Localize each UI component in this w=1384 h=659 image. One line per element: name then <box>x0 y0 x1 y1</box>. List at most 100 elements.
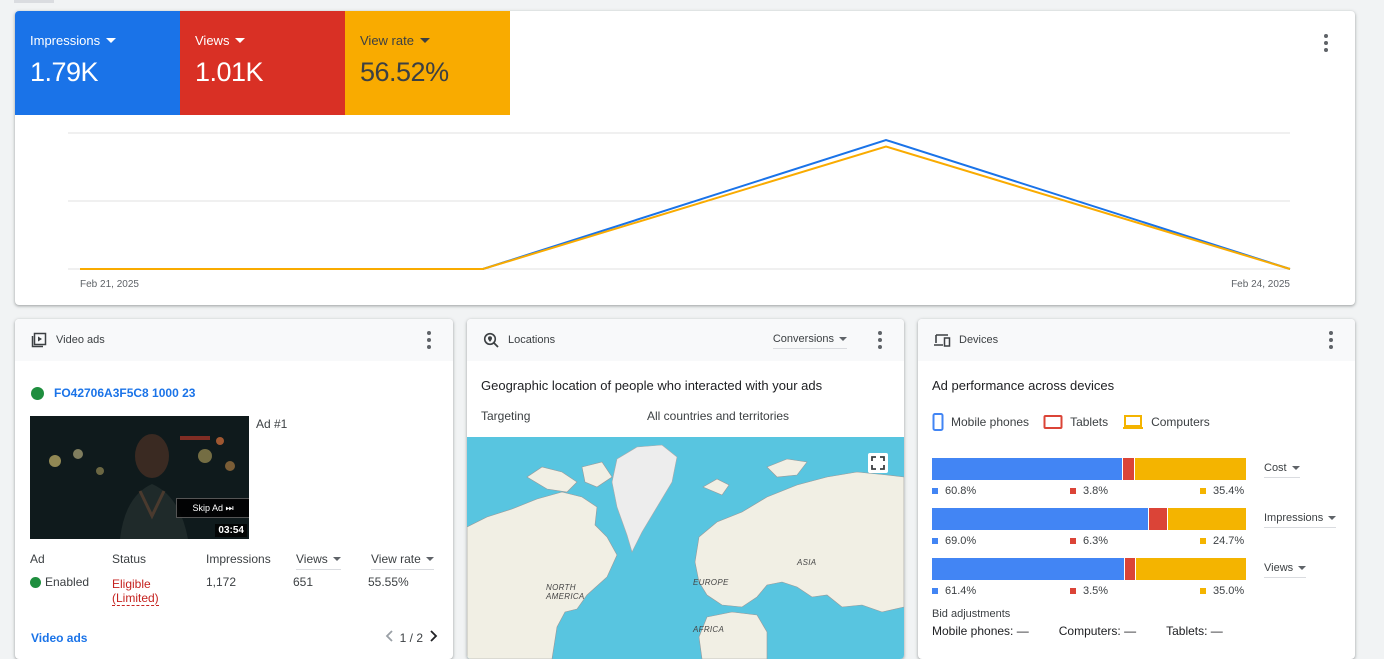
map-label-asia: ASIA <box>797 558 817 567</box>
metric-selector-label: Views <box>1264 562 1294 574</box>
map-label-africa: AFRICA <box>693 625 725 634</box>
video-ads-card: Video ads FO42706A3F5C8 1000 23 Skip Ad … <box>15 319 453 659</box>
mobile-phone-icon <box>932 413 944 431</box>
views-metric-selector[interactable]: Views <box>195 33 345 48</box>
legend-computers-label: Computers <box>1151 415 1210 429</box>
targeting-value: All countries and territories <box>647 409 790 423</box>
dropdown-caret-icon <box>419 38 430 43</box>
world-map[interactable]: NORTH AMERICA EUROPE ASIA AFRICA <box>467 437 904 659</box>
impressions-metric-selector[interactable]: Impressions <box>30 33 180 48</box>
dropdown-caret-icon <box>1328 516 1337 520</box>
metric-selector-dropdown[interactable]: Views <box>1264 562 1307 578</box>
metric-selector-label: Cost <box>1264 462 1287 474</box>
location-search-icon <box>482 331 500 349</box>
prev-page-icon[interactable] <box>385 630 395 645</box>
view-rate-metric-value: 56.52% <box>360 57 449 87</box>
tab-indicator <box>14 0 54 3</box>
percent-value: 3.5% <box>1083 585 1109 597</box>
dropdown-caret-icon <box>425 557 434 561</box>
locations-more-options-icon[interactable] <box>870 330 890 350</box>
views-column-dropdown[interactable]: Views <box>296 552 341 570</box>
bid-tablets: Tablets: — <box>1166 624 1223 638</box>
legend-swatch <box>1200 488 1206 494</box>
mobile-percent: 61.4% <box>932 585 976 597</box>
skip-ad-button[interactable]: Skip Ad ⏭ <box>176 498 249 518</box>
tablet-segment <box>1148 508 1169 530</box>
map-label-europe: EUROPE <box>693 578 729 587</box>
conversions-dropdown[interactable]: Conversions <box>772 333 847 349</box>
computer-percent: 35.4% <box>1200 485 1244 497</box>
dropdown-caret-icon <box>235 38 246 43</box>
views-metric-label: Views <box>195 33 230 48</box>
map-label-north-america: NORTH AMERICA <box>546 583 585 601</box>
col-header-status: Status <box>112 552 147 566</box>
mobile-percent: 69.0% <box>932 535 976 547</box>
views-metric-value: 1.01K <box>195 57 264 87</box>
legend-swatch <box>1070 488 1076 494</box>
computer-percent: 24.7% <box>1200 535 1244 547</box>
overview-more-options-icon[interactable] <box>1316 33 1336 53</box>
legend-swatch <box>932 588 938 594</box>
dropdown-caret-icon <box>1298 566 1307 570</box>
percent-value: 69.0% <box>945 535 977 547</box>
eligible-text: Eligible <box>112 577 151 591</box>
next-page-icon[interactable] <box>428 630 438 645</box>
tablet-percent: 6.3% <box>1070 535 1108 547</box>
device-stacked-bar <box>932 558 1246 580</box>
bid-adjustments-label: Bid adjustments <box>932 608 1011 620</box>
video-thumbnail[interactable]: Skip Ad ⏭ 03:54 <box>30 416 249 539</box>
tablet-segment <box>1122 458 1135 480</box>
legend-mobile-label: Mobile phones <box>951 415 1030 429</box>
bid-adjustments: Mobile phones: — Computers: — Tablets: — <box>932 624 1223 638</box>
devices-title: Devices <box>959 334 999 346</box>
pager-text: 1 / 2 <box>399 630 423 645</box>
metric-selector-dropdown[interactable]: Cost <box>1264 462 1300 478</box>
devices-header: Devices <box>918 319 1355 361</box>
devices-card: Devices Ad performance across devices Mo… <box>918 319 1355 659</box>
eligibility-status-cell[interactable]: Eligible (Limited) <box>112 577 159 606</box>
metric-selector-label: Impressions <box>1264 512 1324 524</box>
video-library-icon <box>30 331 48 349</box>
series-line-1 <box>80 145 1291 270</box>
targeting-label: Targeting <box>481 409 531 423</box>
legend-swatch <box>1200 588 1206 594</box>
ad-number-label: Ad #1 <box>256 417 288 431</box>
legend-swatch <box>1070 538 1076 544</box>
legend-swatch <box>1200 538 1206 544</box>
x-tick-label: Feb 24, 2025 <box>1231 279 1290 290</box>
percent-value: 35.4% <box>1213 485 1245 497</box>
fullscreen-icon[interactable] <box>868 453 888 473</box>
views-cell: 651 <box>293 575 314 589</box>
ad-link[interactable]: FO42706A3F5C8 1000 23 <box>31 386 195 400</box>
video-ads-header: Video ads <box>15 319 453 361</box>
col-header-ad: Ad <box>30 552 45 566</box>
view-rate-metric-tile[interactable]: View rate 56.52% <box>345 11 510 115</box>
video-ads-more-options-icon[interactable] <box>419 330 439 350</box>
impressions-metric-tile[interactable]: Impressions 1.79K <box>15 11 180 115</box>
bid-mobile: Mobile phones: — <box>932 624 1029 638</box>
view-rate-metric-selector[interactable]: View rate <box>360 33 510 48</box>
legend-computers: Computers <box>1122 413 1210 431</box>
world-map-shapes <box>467 444 904 659</box>
percent-value: 3.8% <box>1083 485 1109 497</box>
views-metric-tile[interactable]: Views 1.01K <box>180 11 345 115</box>
devices-more-options-icon[interactable] <box>1321 330 1341 350</box>
video-ads-footer-link[interactable]: Video ads <box>31 631 88 645</box>
devices-icon <box>933 331 951 349</box>
percent-value: 35.0% <box>1213 585 1245 597</box>
col-header-impressions: Impressions <box>206 552 271 566</box>
percent-value: 6.3% <box>1083 535 1109 547</box>
mobile-segment <box>932 458 1123 480</box>
view-rate-column-dropdown[interactable]: View rate <box>371 552 434 570</box>
ad-id-text: FO42706A3F5C8 1000 23 <box>54 386 196 400</box>
dropdown-caret-icon <box>332 557 341 561</box>
dropdown-caret-icon <box>106 38 117 43</box>
impressions-cell: 1,172 <box>206 575 237 589</box>
computer-segment <box>1168 508 1246 530</box>
legend-tablets-label: Tablets <box>1070 415 1109 429</box>
enabled-status-dot-icon <box>31 386 44 400</box>
col-header-views: Views <box>296 552 328 566</box>
dropdown-caret-icon <box>839 337 847 341</box>
tablet-percent: 3.8% <box>1070 485 1108 497</box>
metric-selector-dropdown[interactable]: Impressions <box>1264 512 1337 528</box>
